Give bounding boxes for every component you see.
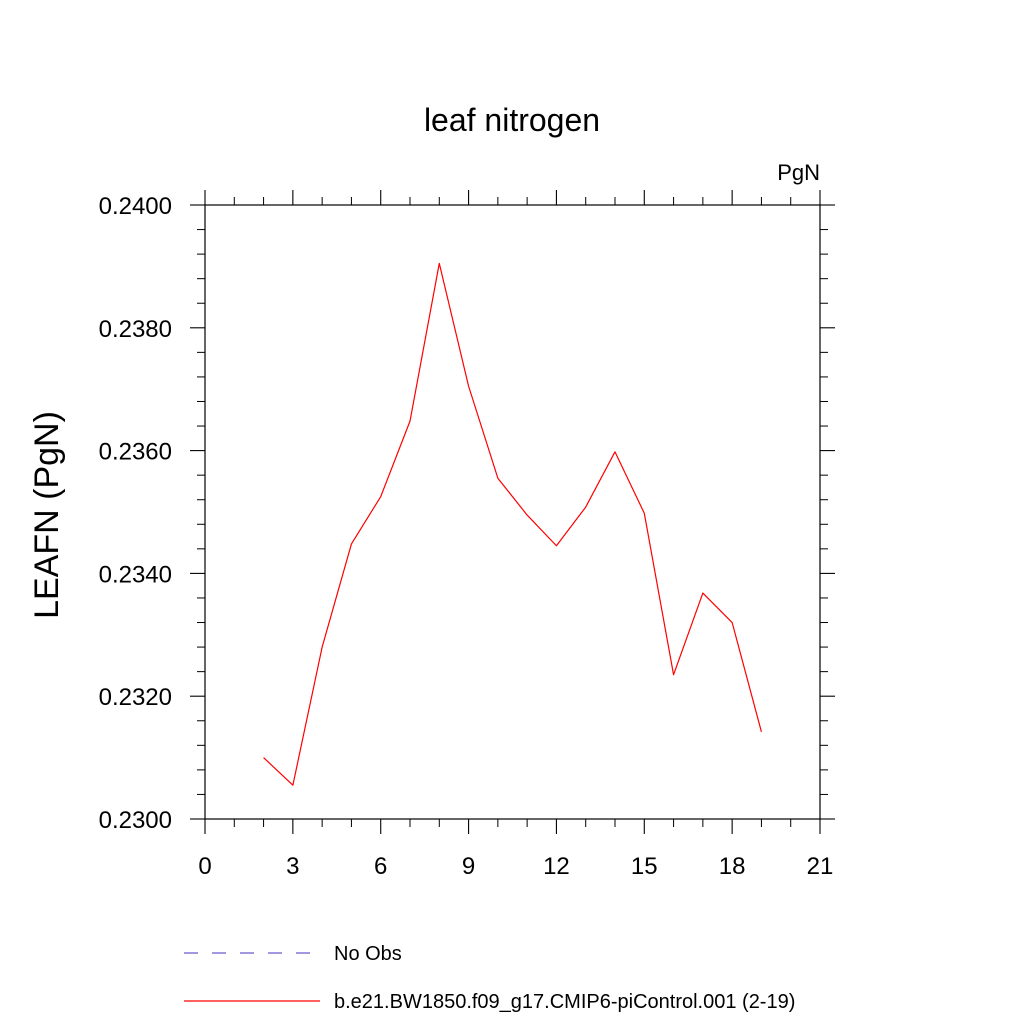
x-tick-label: 15 — [631, 853, 658, 880]
x-tick-label: 0 — [198, 853, 211, 880]
series-point — [555, 544, 558, 547]
series-point — [321, 646, 324, 649]
y-axis-label: LEAFN (PgN) — [28, 411, 66, 619]
x-tick-label: 3 — [286, 853, 299, 880]
x-tick-label: 6 — [374, 853, 387, 880]
legend: No Obs b.e21.BW1850.f09_g17.CMIP6-piCont… — [184, 943, 795, 1013]
series-layer — [262, 262, 763, 787]
series-point — [409, 420, 412, 423]
ticks-layer: 0 3 6 9 12 15 18 21 0.2300 0.2320 0.2340 0.2360 0.23… — [99, 190, 835, 880]
series-line-1 — [263, 262, 763, 786]
y-tick-label: 0.2400 — [99, 193, 172, 220]
x-tick-label: 18 — [719, 853, 746, 880]
series-point — [731, 621, 734, 624]
series-point — [467, 385, 470, 388]
y-tick-label: 0.2360 — [99, 439, 172, 466]
y-tick-label: 0.2320 — [99, 684, 172, 711]
series-point — [291, 784, 294, 787]
x-tick-label: 21 — [807, 853, 834, 880]
plot-frame — [204, 204, 821, 820]
units-label: PgN — [777, 160, 820, 185]
series-point — [496, 477, 499, 480]
legend-label-no-obs: No Obs — [334, 943, 402, 965]
series-point — [350, 542, 353, 545]
y-tick-label: 0.2380 — [99, 316, 172, 343]
chart-title: leaf nitrogen — [424, 102, 600, 138]
series-point — [262, 756, 265, 759]
legend-label-control-run: b.e21.BW1850.f09_g17.CMIP6-piControl.001… — [334, 991, 795, 1013]
series-point — [672, 673, 675, 676]
series-point — [760, 730, 763, 733]
y-tick-label: 0.2300 — [99, 807, 172, 834]
y-tick-label: 0.2340 — [99, 561, 172, 588]
series-point — [614, 450, 617, 453]
series-point — [526, 514, 529, 517]
series-point — [379, 495, 382, 498]
x-tick-label: 9 — [462, 853, 475, 880]
series-point — [701, 592, 704, 595]
series-point — [438, 262, 441, 265]
x-tick-label: 12 — [543, 853, 570, 880]
series-point — [584, 506, 587, 509]
series-point — [643, 512, 646, 515]
